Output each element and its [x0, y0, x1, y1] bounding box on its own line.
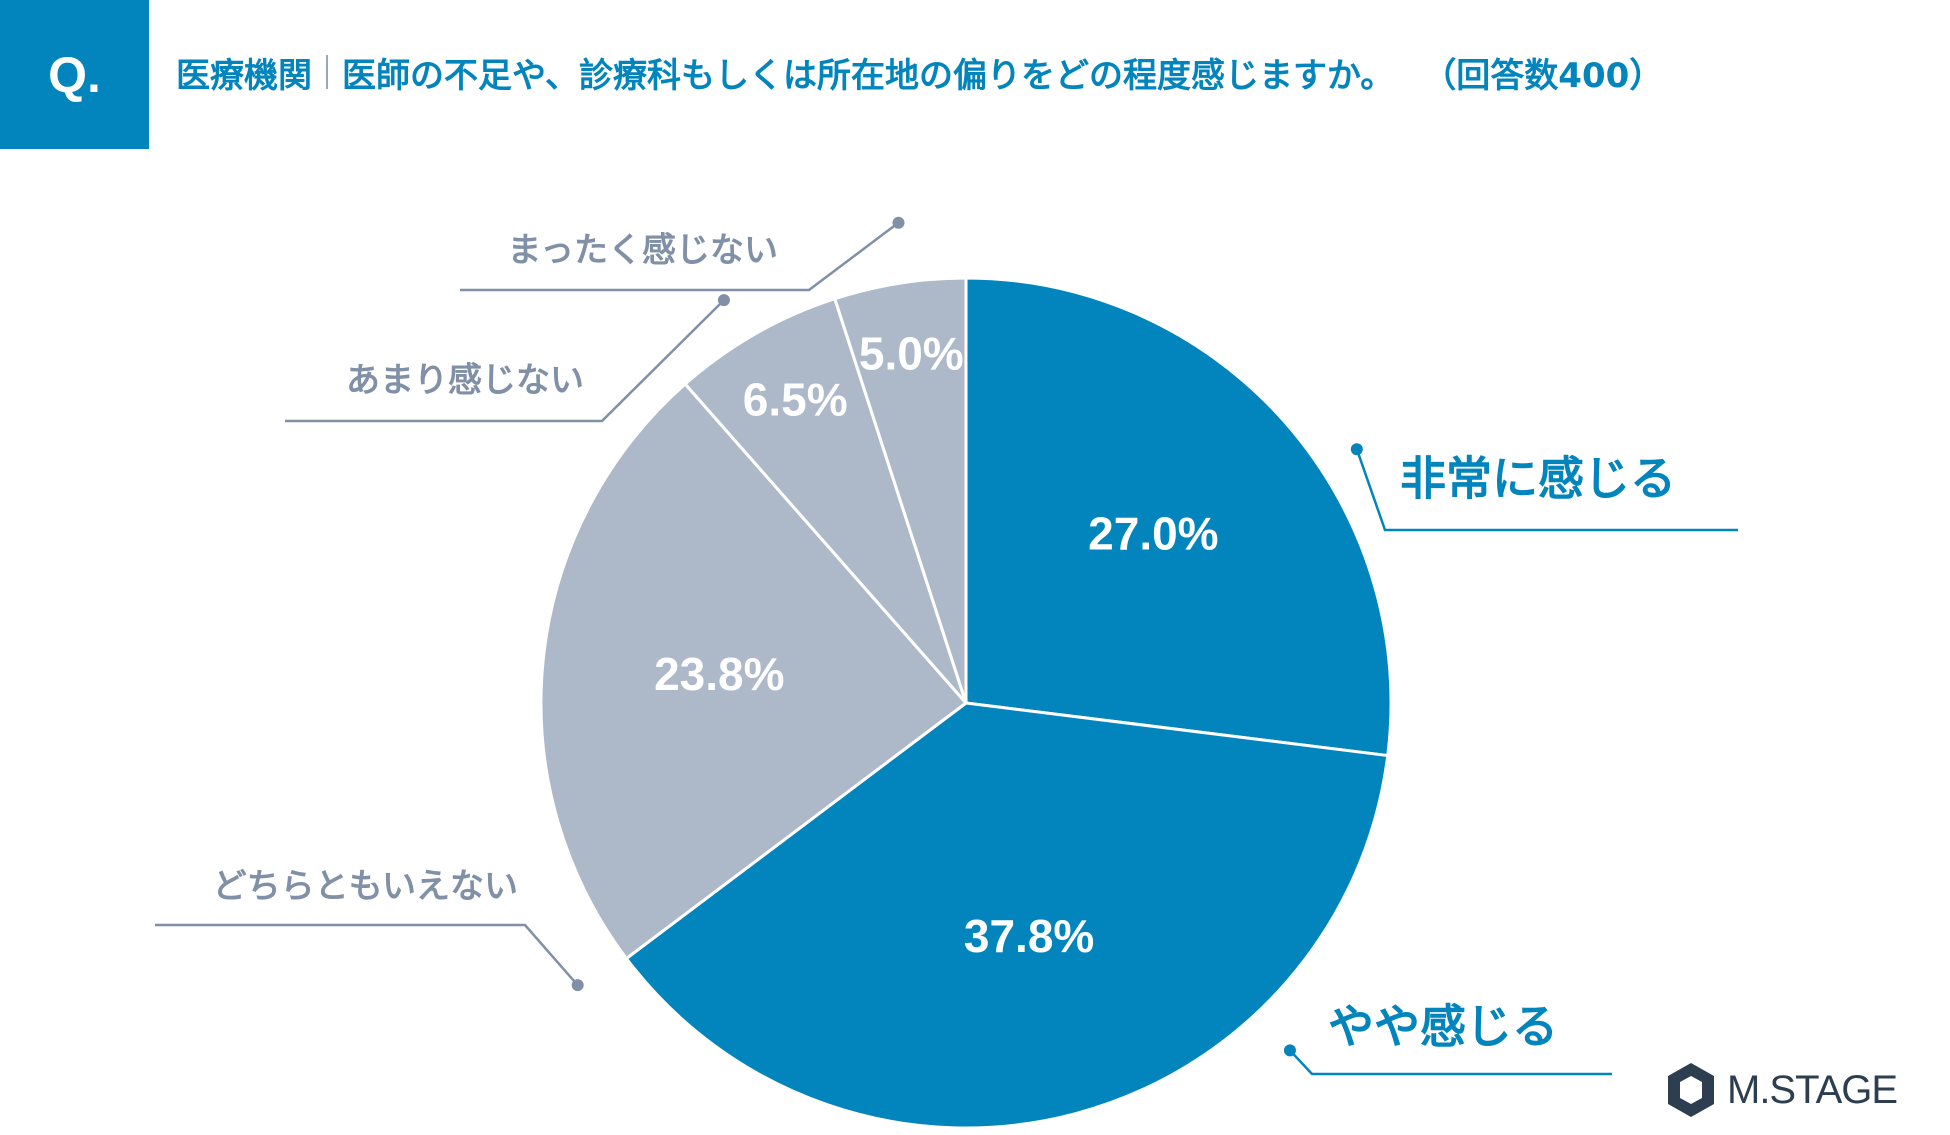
question-title: 医療機関 医師の不足や、診療科もしくは所在地の偏りをどの程度感じますか。 （回答…: [176, 44, 1663, 100]
callout-dot-4: [717, 294, 730, 307]
callout-line-5: [460, 221, 900, 292]
callout-dot-5: [892, 216, 905, 229]
category-label-2: やや感じる: [1328, 1000, 1558, 1054]
callout-dot-2: [1283, 1044, 1296, 1057]
pie-value-label-1: 27.0%: [1088, 508, 1218, 560]
callout-dot-1: [1350, 443, 1363, 456]
brand-name: M.STAGE: [1727, 1067, 1898, 1112]
callout-dot-3: [571, 979, 584, 992]
question-badge: Q.: [0, 0, 149, 149]
pie-slice-5: [833, 276, 968, 705]
hexagon-logo-icon: [1668, 1063, 1714, 1117]
pie-value-label-4: 6.5%: [743, 373, 848, 425]
question-badge-text: Q.: [48, 46, 101, 103]
callout-line-3: [155, 923, 579, 986]
category-label-1: 非常に感じる: [1400, 452, 1676, 506]
question-text: 医師の不足や、診療科もしくは所在地の偏りをどの程度感じますか。: [342, 55, 1395, 96]
callout-line-4: [285, 299, 725, 423]
callout-line-1: [1355, 448, 1738, 532]
title-separator: [326, 55, 328, 89]
pie-value-label-5: 5.0%: [859, 327, 964, 379]
pie-value-label-3: 23.8%: [654, 648, 784, 700]
pie-slice-3: [539, 382, 968, 960]
pie-slice-1: [964, 276, 1393, 758]
pie-slice-4: [683, 297, 968, 705]
category-label-3: どちらともいえない: [213, 867, 518, 907]
callout-line-2: [1289, 1049, 1612, 1076]
category-label-4: あまり感じない: [346, 361, 584, 401]
pie-slice-2: [624, 701, 1390, 1130]
response-count: （回答数400）: [1422, 55, 1664, 96]
pie-slices: [539, 276, 1393, 1130]
category-label-5: まったく感じない: [507, 231, 778, 271]
pie-value-label-2: 37.8%: [964, 910, 1094, 962]
brand-logo: M.STAGE: [1665, 1060, 1898, 1120]
pie-value-labels: 27.0% 37.8% 23.8% 6.5%5.0%: [654, 327, 1219, 961]
question-subject: 医療機関: [176, 55, 312, 96]
